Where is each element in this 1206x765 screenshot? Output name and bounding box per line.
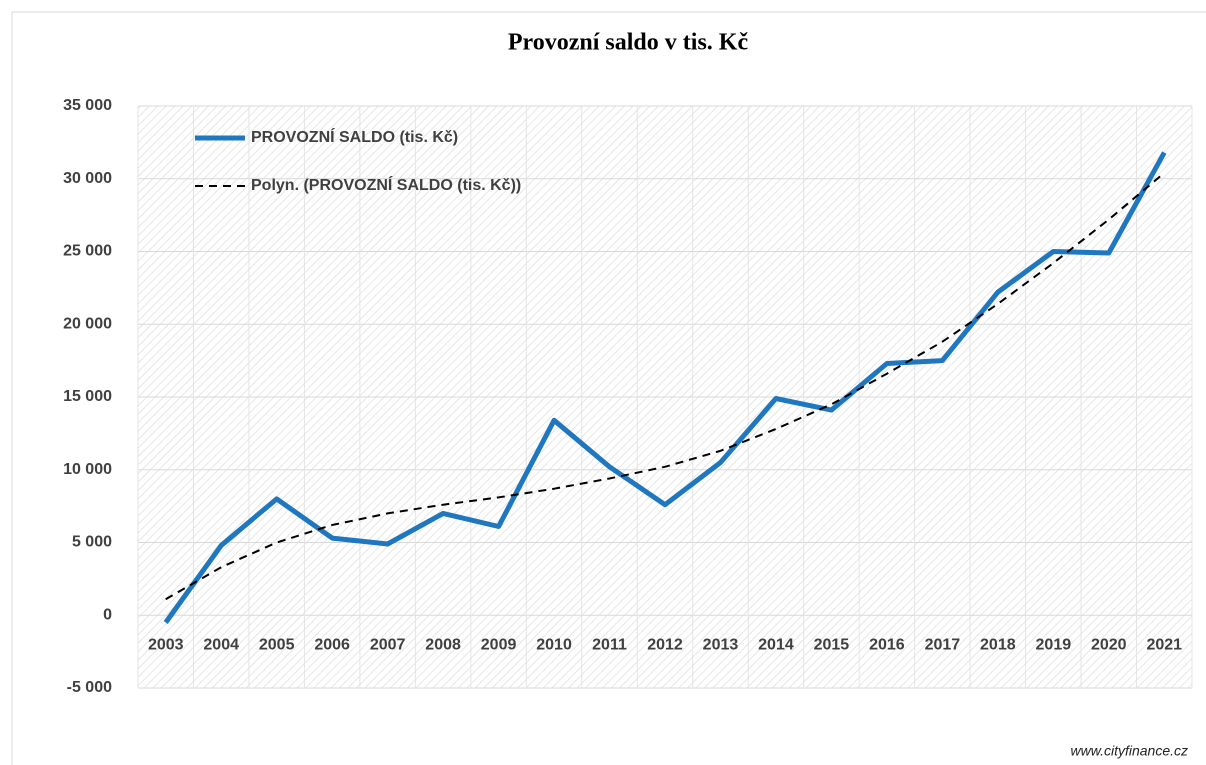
- x-tick-label: 2009: [481, 636, 517, 653]
- x-tick-label: 2018: [980, 636, 1016, 653]
- data-line: [163, 151, 1167, 624]
- legend-label: Polyn. (PROVOZNÍ SALDO (tis. Kč)): [251, 175, 521, 194]
- x-tick-label: 2020: [1091, 636, 1127, 653]
- x-tick-label: 2003: [148, 636, 184, 653]
- y-tick-label: 15 000: [63, 388, 112, 405]
- y-tick-label: 5 000: [72, 534, 112, 551]
- y-tick-label: 25 000: [63, 243, 112, 260]
- source: www.cityfinance.cz: [1071, 743, 1188, 759]
- x-tick-label: 2012: [647, 636, 683, 653]
- y-tick-label: 30 000: [63, 170, 112, 187]
- y-tick-label: 20 000: [63, 315, 112, 332]
- x-tick-label: 2013: [703, 636, 739, 653]
- x-tick-label: 2017: [925, 636, 961, 653]
- y-tick-label: 0: [103, 606, 112, 623]
- x-tick-label: 2014: [758, 636, 794, 653]
- x-tick-label: 2019: [1036, 636, 1072, 653]
- x-tick-label: 2004: [203, 636, 239, 653]
- chart-title: Provozní saldo v tis. Kč: [508, 30, 749, 56]
- x-tick-label: 2010: [536, 636, 572, 653]
- x-tick-label: 2021: [1146, 636, 1182, 653]
- x-tick-label: 2006: [314, 636, 350, 653]
- y-tick-label: -5 000: [67, 679, 112, 696]
- y-tick-label: 35 000: [63, 97, 112, 114]
- trend-line: [165, 172, 1165, 601]
- legend-label: PROVOZNÍ SALDO (tis. Kč): [251, 127, 458, 146]
- x-tick-label: 2008: [425, 636, 461, 653]
- x-tick-label: 2015: [814, 636, 850, 653]
- x-tick-label: 2007: [370, 636, 406, 653]
- chart-border: [11, 11, 1206, 765]
- x-tick-label: 2016: [869, 636, 905, 653]
- x-tick-label: 2005: [259, 636, 295, 653]
- x-tick-label: 2011: [592, 636, 627, 653]
- y-tick-label: 10 000: [63, 461, 112, 478]
